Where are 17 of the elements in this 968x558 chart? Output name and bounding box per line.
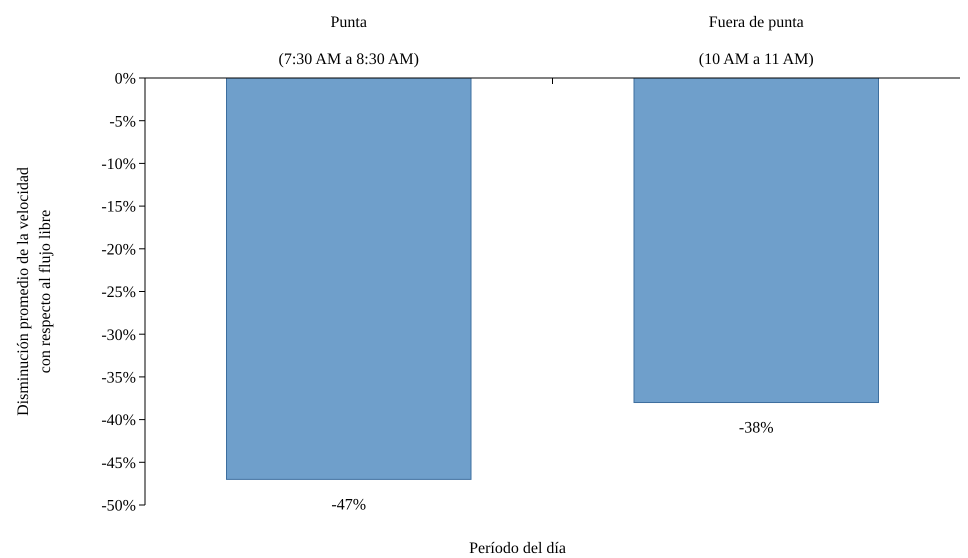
y-tick-label: -15% — [101, 198, 136, 216]
y-axis-title: Disminución promedio de la velocidad con respecto al flujo libre — [15, 167, 54, 416]
category-label: Fuera de punta (10 AM a 11 AM) — [698, 14, 814, 68]
y-tick-label: -10% — [101, 156, 136, 173]
y-tick-label: -45% — [101, 454, 136, 472]
y-tick-label: -35% — [101, 370, 136, 386]
category-label: Punta (7:30 AM a 8:30 AM) — [278, 14, 419, 68]
y-tick-label: -20% — [101, 241, 136, 258]
y-tick-label: -50% — [101, 498, 136, 515]
data-label: -38% — [738, 420, 774, 437]
data-label: -47% — [331, 496, 366, 514]
y-tick-label: -30% — [101, 326, 136, 344]
y-tick-label: -5% — [109, 113, 136, 130]
y-tick-label: -25% — [101, 284, 136, 302]
y-tick-label: 0% — [114, 70, 136, 88]
y-tick-label: -40% — [101, 412, 136, 430]
x-axis-title: Período del día — [469, 540, 566, 557]
